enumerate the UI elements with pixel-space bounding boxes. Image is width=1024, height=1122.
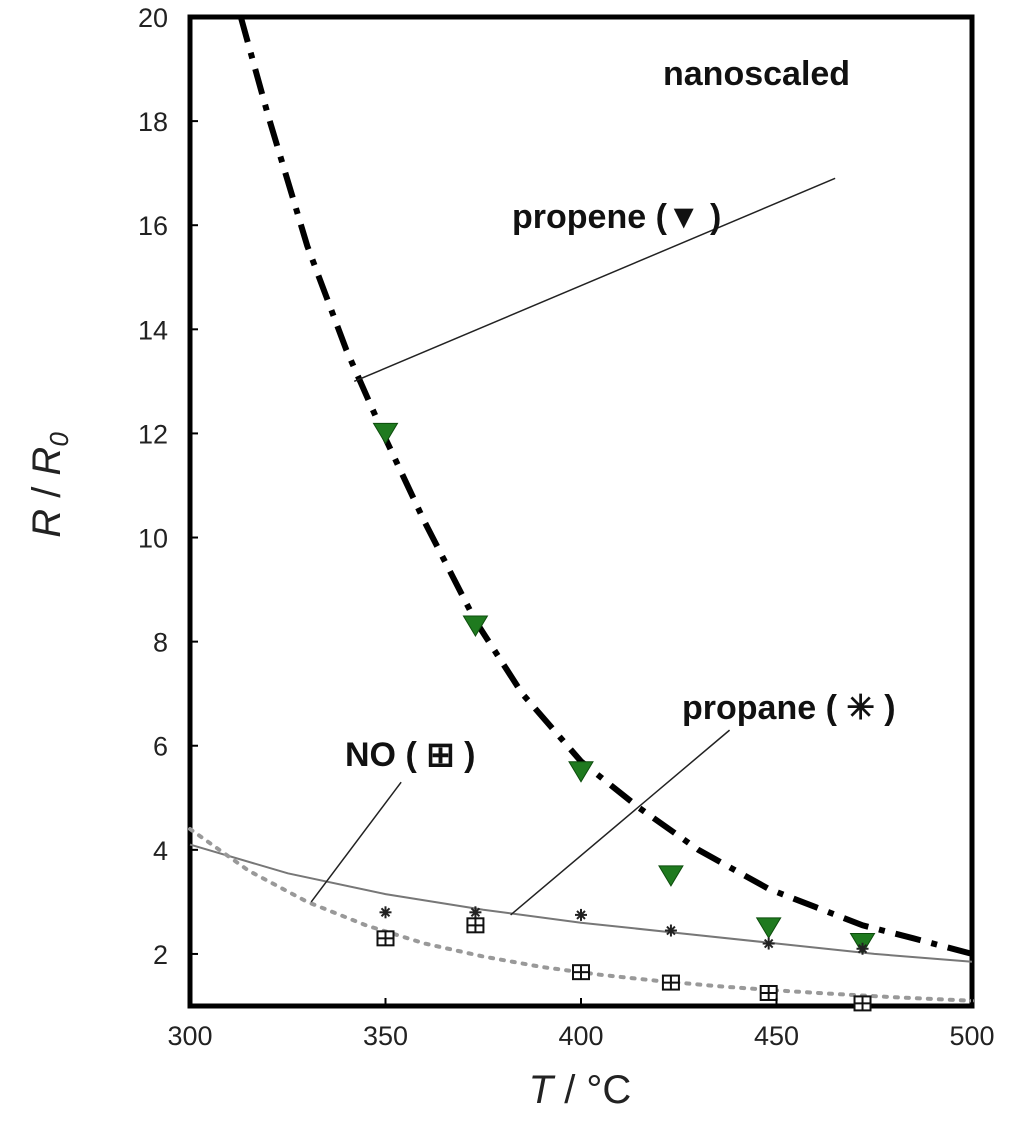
y-tick-label: 10 [138,524,168,554]
y-tick-label: 12 [138,419,168,449]
propene-point [372,422,399,445]
propene-point [755,917,782,939]
y-axis-label: R / R0 [25,432,74,538]
propane-point [379,906,392,919]
no-point [466,917,485,934]
x-axis-label: T / °C [529,1068,632,1112]
no-point [853,995,872,1012]
data-markers [372,422,876,1012]
no-point [759,984,778,1001]
propane-point [762,937,775,950]
y-tick-label: 16 [138,211,168,241]
y-tick-label: 8 [153,628,168,658]
no-point [661,974,680,991]
y-tick-label: 6 [153,732,168,762]
annotation-nanoscaled: nanoscaled [663,55,850,93]
annotation-no: NO ( ⊞ ) [345,736,475,774]
propene-point [462,615,489,637]
y-tick-label: 20 [138,3,168,33]
propane-leader-line [510,729,731,916]
propane-point [575,908,587,921]
no-leader-line [310,781,402,903]
y-tick-label: 4 [153,836,168,866]
propene-point [568,761,594,783]
x-tick-label: 300 [167,1021,212,1051]
annotation-leader-lines [310,177,836,916]
annotation-propane: propane ( ✳ ) [682,689,896,727]
x-tick-label: 500 [949,1021,994,1051]
fit-curves [188,16,974,1003]
axis-ticks: 300 350 400 450 500 2 4 6 8 10 12 14 16 18 20 [138,3,995,1051]
x-tick-label: 350 [363,1021,408,1051]
propane-point [664,924,677,937]
propene-leader-line [353,177,836,383]
propane-fit-curve [189,843,973,963]
x-tick-label: 450 [754,1021,799,1051]
no-point [376,930,395,947]
y-tick-label: 14 [138,315,168,345]
propane-point [469,906,482,919]
y-tick-label: 2 [153,940,168,970]
annotation-propene: propene (▼ ) [512,198,721,236]
propane-point [856,942,869,955]
x-tick-label: 400 [558,1021,603,1051]
propene-fit-curve [237,16,973,957]
propene-point [658,865,684,887]
y-tick-label: 18 [138,107,168,137]
no-point [572,964,590,981]
